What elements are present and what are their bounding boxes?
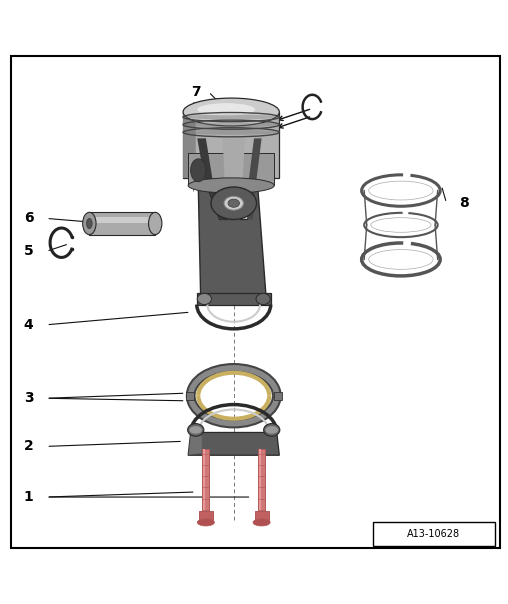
Text: 2: 2 (24, 439, 34, 454)
Polygon shape (223, 138, 245, 219)
Ellipse shape (184, 122, 278, 127)
Text: 4: 4 (24, 318, 34, 332)
Text: 5: 5 (24, 245, 34, 259)
Polygon shape (183, 112, 279, 178)
Ellipse shape (86, 219, 92, 228)
Text: 3: 3 (24, 391, 34, 405)
Ellipse shape (228, 199, 239, 207)
Ellipse shape (188, 178, 274, 193)
Polygon shape (197, 138, 267, 304)
Polygon shape (188, 432, 202, 455)
Ellipse shape (197, 103, 255, 116)
Ellipse shape (253, 519, 270, 526)
Ellipse shape (197, 294, 211, 304)
Polygon shape (183, 112, 196, 178)
Bar (186, 391, 194, 400)
Ellipse shape (264, 423, 280, 436)
Bar (274, 391, 282, 400)
Ellipse shape (183, 98, 279, 126)
Text: 8: 8 (459, 196, 469, 210)
Text: A13-10628: A13-10628 (407, 529, 460, 539)
Polygon shape (188, 153, 274, 185)
Ellipse shape (184, 115, 278, 120)
Bar (199, 511, 213, 522)
Bar (259, 449, 261, 512)
Bar (258, 449, 265, 512)
Ellipse shape (256, 294, 270, 304)
FancyBboxPatch shape (373, 522, 495, 546)
Ellipse shape (265, 426, 278, 434)
Polygon shape (197, 138, 226, 219)
Polygon shape (248, 138, 262, 219)
Text: 1: 1 (24, 490, 34, 504)
Bar (202, 449, 209, 512)
Ellipse shape (83, 213, 96, 234)
Ellipse shape (190, 159, 206, 182)
Ellipse shape (148, 213, 162, 234)
Ellipse shape (189, 426, 202, 434)
Polygon shape (188, 432, 279, 455)
Text: 6: 6 (24, 211, 34, 225)
Ellipse shape (224, 196, 243, 210)
Bar (203, 449, 205, 512)
Ellipse shape (211, 187, 257, 219)
Bar (89, 213, 155, 234)
Text: 7: 7 (191, 85, 201, 99)
Bar (89, 217, 155, 223)
Bar (255, 511, 269, 522)
Polygon shape (197, 294, 271, 304)
Ellipse shape (187, 423, 204, 436)
Ellipse shape (184, 130, 278, 135)
Ellipse shape (198, 519, 214, 526)
